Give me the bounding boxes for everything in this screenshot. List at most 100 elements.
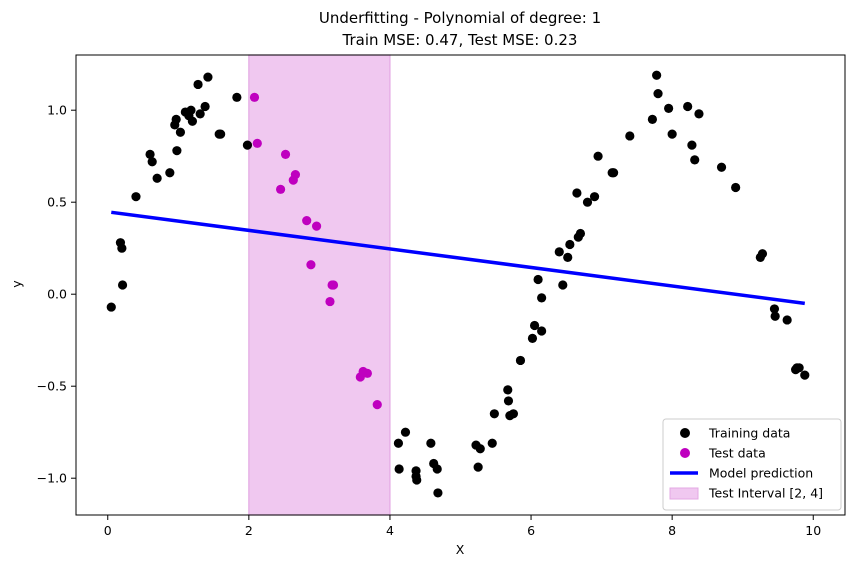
training-point bbox=[147, 157, 157, 167]
test-interval-band bbox=[248, 54, 391, 516]
chart-title: Underfitting - Polynomial of degree: 1 T… bbox=[319, 9, 601, 49]
training-point bbox=[687, 140, 697, 150]
plot-border bbox=[75, 54, 846, 516]
training-point bbox=[647, 114, 657, 124]
training-points bbox=[106, 70, 810, 498]
test-point bbox=[249, 92, 260, 102]
training-point bbox=[200, 101, 210, 112]
training-point bbox=[117, 243, 127, 253]
test-point bbox=[252, 138, 262, 148]
training-point bbox=[394, 464, 404, 474]
training-point bbox=[770, 311, 780, 321]
training-point bbox=[537, 293, 547, 303]
training-point bbox=[769, 304, 780, 314]
training-point bbox=[487, 438, 497, 448]
training-point bbox=[690, 155, 700, 165]
training-point bbox=[503, 396, 514, 406]
training-point bbox=[664, 103, 674, 113]
training-point bbox=[582, 197, 593, 207]
legend-box bbox=[662, 418, 842, 511]
training-point bbox=[175, 127, 186, 137]
chart-title-line1: Underfitting - Polynomial of degree: 1 bbox=[319, 9, 601, 27]
training-point bbox=[515, 355, 526, 366]
y-axis-label: y bbox=[9, 280, 24, 288]
training-point bbox=[131, 192, 141, 202]
training-point bbox=[426, 438, 436, 448]
training-point bbox=[652, 70, 662, 80]
training-point bbox=[563, 252, 573, 262]
x-tick-label: 6 bbox=[527, 523, 535, 538]
training-point bbox=[171, 114, 181, 124]
training-point bbox=[572, 188, 582, 198]
y-tick-label: 1.0 bbox=[47, 103, 67, 118]
training-point bbox=[683, 101, 693, 112]
test-point bbox=[372, 400, 382, 410]
training-point bbox=[527, 333, 538, 343]
training-point bbox=[533, 274, 543, 285]
legend-interval-marker bbox=[669, 487, 699, 500]
model-prediction-line bbox=[111, 210, 806, 306]
test-point bbox=[290, 170, 301, 180]
training-point bbox=[145, 149, 155, 159]
legend-training-marker bbox=[680, 428, 690, 438]
training-point bbox=[653, 89, 663, 99]
training-point bbox=[554, 247, 564, 257]
training-point bbox=[187, 116, 198, 126]
training-point bbox=[475, 444, 485, 454]
training-point bbox=[400, 427, 411, 437]
training-point bbox=[489, 409, 499, 419]
x-tick-label: 4 bbox=[386, 523, 394, 538]
legend-test-label: Test data bbox=[708, 446, 766, 461]
training-point bbox=[731, 182, 741, 193]
training-point bbox=[106, 302, 116, 312]
training-point bbox=[433, 488, 443, 498]
legend-interval-label: Test Interval [2, 4] bbox=[708, 486, 823, 501]
test-point bbox=[325, 296, 335, 307]
training-point bbox=[694, 109, 704, 119]
training-point bbox=[565, 239, 575, 250]
training-point bbox=[782, 315, 792, 325]
test-point bbox=[306, 260, 316, 270]
training-point bbox=[716, 162, 727, 172]
training-point bbox=[589, 192, 600, 202]
y-tick-label: −1.0 bbox=[37, 471, 67, 486]
training-point bbox=[794, 363, 804, 373]
x-tick-label: 0 bbox=[104, 523, 112, 538]
x-tick-label: 8 bbox=[668, 523, 676, 538]
test-point bbox=[280, 149, 291, 159]
y-tick-label: 0.5 bbox=[47, 195, 67, 210]
test-points bbox=[249, 92, 382, 410]
y-axis-ticks: −1.0 −0.5 0.0 0.5 1.0 bbox=[37, 103, 76, 486]
training-point bbox=[593, 151, 603, 161]
training-point bbox=[193, 79, 203, 90]
training-point bbox=[242, 140, 253, 150]
x-axis-ticks: 0 2 4 6 8 10 bbox=[104, 515, 821, 538]
plot-frame bbox=[75, 54, 846, 516]
training-point bbox=[575, 228, 586, 239]
training-point bbox=[537, 326, 547, 336]
test-point bbox=[302, 216, 312, 226]
training-point bbox=[195, 109, 205, 119]
training-point bbox=[232, 92, 242, 102]
x-axis-label: X bbox=[456, 542, 465, 557]
test-interval-rect bbox=[248, 54, 391, 516]
legend-model-label: Model prediction bbox=[709, 466, 813, 481]
test-point bbox=[311, 221, 322, 231]
legend-test-marker bbox=[680, 448, 690, 458]
training-point bbox=[473, 462, 483, 472]
model-prediction-path bbox=[111, 210, 806, 306]
training-point bbox=[412, 475, 422, 485]
training-point bbox=[503, 385, 513, 395]
training-point bbox=[508, 409, 519, 419]
legend-training-label: Training data bbox=[708, 426, 790, 441]
training-point bbox=[152, 173, 162, 183]
training-point bbox=[608, 168, 619, 178]
training-point bbox=[165, 168, 175, 178]
training-point bbox=[432, 464, 442, 474]
training-point bbox=[757, 249, 768, 259]
y-tick-label: 0.0 bbox=[47, 287, 67, 302]
training-point bbox=[393, 438, 404, 448]
y-tick-label: −0.5 bbox=[37, 379, 67, 394]
training-point bbox=[203, 72, 213, 82]
